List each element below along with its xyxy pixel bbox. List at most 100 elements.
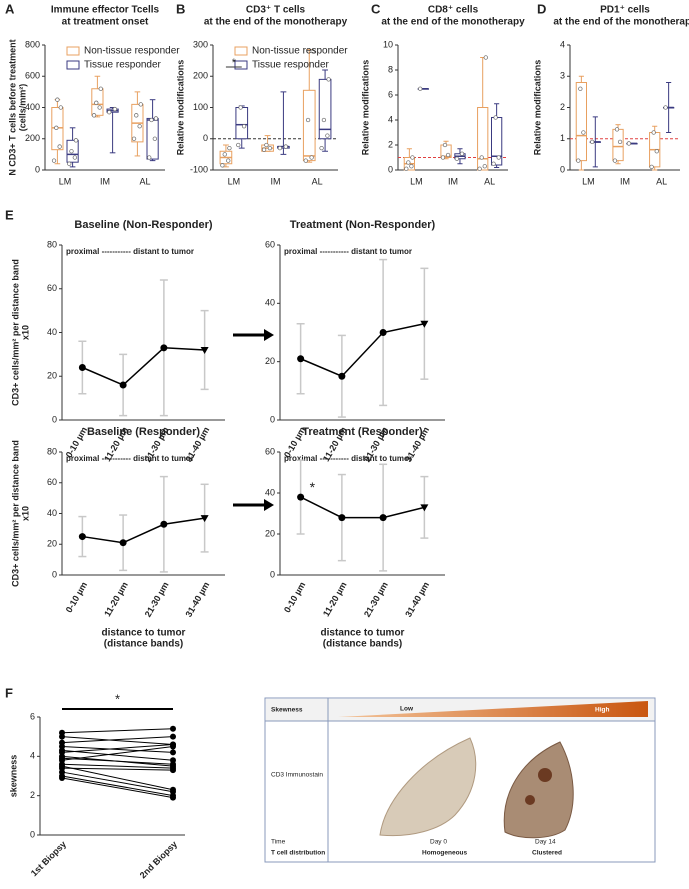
x-tick-label: LM bbox=[410, 176, 423, 186]
pair-line bbox=[61, 746, 174, 753]
box bbox=[575, 82, 588, 162]
data-point bbox=[107, 110, 112, 115]
data-point bbox=[491, 161, 496, 166]
marker bbox=[78, 364, 86, 371]
x-tick-label: 31-40 µm bbox=[403, 580, 431, 619]
data-point bbox=[97, 105, 102, 110]
data-point bbox=[612, 158, 618, 163]
data-point bbox=[112, 106, 117, 112]
data-point bbox=[418, 86, 423, 91]
illustration-text: CD3 Immunostain bbox=[271, 772, 323, 779]
arrows bbox=[233, 329, 274, 511]
x-axis-label: distance to tumor bbox=[102, 628, 186, 639]
legend-label: Non-tissue responder bbox=[252, 46, 348, 57]
data-point bbox=[590, 139, 595, 145]
marker bbox=[200, 515, 209, 523]
y-tick-label: 200 bbox=[193, 71, 208, 81]
tissue-image bbox=[379, 737, 477, 837]
x-tick-label: 11-20 µm bbox=[102, 580, 130, 618]
annotation: * bbox=[115, 691, 120, 706]
box bbox=[318, 78, 332, 140]
data-point bbox=[325, 133, 330, 138]
chart-title: CD3⁺ T cells bbox=[246, 5, 306, 16]
marker bbox=[200, 347, 209, 354]
data-point bbox=[482, 164, 487, 169]
chart-title: at the end of the monotherapy bbox=[381, 17, 525, 28]
x-tick-label: LM bbox=[59, 176, 72, 186]
data-point bbox=[404, 166, 409, 171]
y-tick-label: 80 bbox=[47, 239, 57, 249]
marker bbox=[379, 329, 387, 336]
x-tick-label: 21-30 µm bbox=[362, 580, 390, 619]
marker bbox=[297, 355, 305, 363]
data-point bbox=[277, 145, 283, 151]
box bbox=[477, 107, 489, 171]
pair-line bbox=[61, 749, 174, 761]
cell-cluster bbox=[538, 768, 552, 782]
y-axis-label: Relative modifications bbox=[360, 60, 370, 156]
chart-title: at the end of the monotherapy bbox=[553, 17, 689, 28]
y-axis-label: N CD3+ T cells before treatment bbox=[7, 39, 17, 175]
y-tick-label: 40 bbox=[47, 327, 57, 337]
data-point bbox=[305, 117, 311, 123]
arrow-head bbox=[264, 329, 274, 341]
y-tick-label: 300 bbox=[193, 39, 208, 49]
y-tick-label: 0 bbox=[388, 164, 393, 174]
cell-cluster bbox=[525, 795, 535, 805]
data-point bbox=[319, 145, 324, 151]
data-point bbox=[479, 155, 484, 160]
tissue-image bbox=[503, 741, 574, 839]
data-point bbox=[147, 155, 152, 160]
pair-line bbox=[61, 767, 174, 771]
y-tick-label: 0 bbox=[270, 414, 275, 424]
data-point bbox=[576, 158, 581, 163]
data-point bbox=[483, 55, 488, 60]
x-tick-label: 1st Biopsy bbox=[29, 839, 68, 878]
data-point bbox=[220, 163, 225, 168]
data-point bbox=[57, 144, 62, 149]
data-point bbox=[459, 151, 465, 156]
y-tick-label: 0 bbox=[203, 133, 208, 143]
y-tick-label: 100 bbox=[193, 102, 208, 112]
pair-line bbox=[61, 775, 174, 797]
data-point bbox=[493, 115, 498, 120]
x-tick-label: AL bbox=[312, 176, 323, 186]
y-tick-label: -100 bbox=[190, 164, 208, 174]
data-point bbox=[321, 117, 327, 123]
data-point bbox=[241, 124, 247, 129]
y-tick-label: 2 bbox=[560, 102, 565, 112]
data-point bbox=[626, 141, 632, 146]
pair-line bbox=[61, 765, 174, 791]
annotation: * bbox=[232, 57, 237, 69]
data-point bbox=[137, 124, 142, 129]
data-point bbox=[264, 142, 269, 148]
panel-label: C bbox=[371, 1, 381, 16]
data-point bbox=[91, 113, 97, 118]
marker bbox=[78, 533, 86, 541]
y-tick-label: 2 bbox=[30, 790, 35, 800]
y-tick-label: 8 bbox=[388, 64, 393, 74]
y-tick-label: 40 bbox=[265, 298, 275, 308]
y-tick-label: 0 bbox=[560, 164, 565, 174]
data-point bbox=[614, 127, 620, 132]
illustration: Skewness Low High CD3 Immunostain Time D… bbox=[264, 697, 656, 863]
y-tick-label: 0 bbox=[35, 164, 40, 174]
x-tick-label: IM bbox=[448, 176, 458, 186]
y-tick-label: 20 bbox=[265, 356, 275, 366]
pair-line bbox=[61, 777, 174, 799]
marker bbox=[59, 733, 65, 740]
y-tick-label: 800 bbox=[25, 39, 40, 49]
y-tick-label: 60 bbox=[265, 239, 275, 249]
pair-line bbox=[61, 744, 174, 753]
chart-title: PD1⁺ cells bbox=[600, 5, 650, 16]
x-tick-label: IM bbox=[271, 176, 281, 186]
chart-subtitle: proximal ----------- distant to tumor bbox=[284, 247, 412, 256]
data-point bbox=[442, 142, 448, 148]
pair-line bbox=[61, 728, 174, 734]
marker bbox=[119, 539, 127, 547]
illustration-text: T cell distribution bbox=[271, 850, 325, 857]
legend-swatch bbox=[234, 46, 248, 56]
x-tick-label: 0-10 µm bbox=[282, 580, 308, 614]
marker bbox=[59, 774, 65, 781]
marker bbox=[170, 725, 176, 732]
